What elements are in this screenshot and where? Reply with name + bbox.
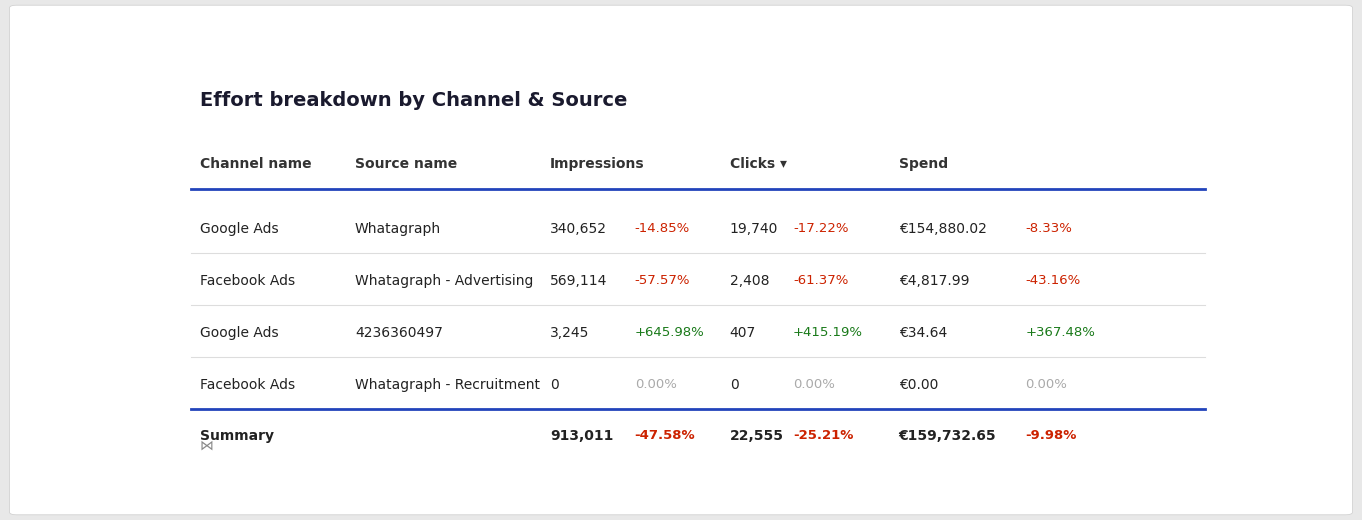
Text: 22,555: 22,555 <box>730 428 783 443</box>
Text: 0.00%: 0.00% <box>793 378 835 391</box>
Text: 569,114: 569,114 <box>550 274 607 288</box>
Text: -47.58%: -47.58% <box>635 429 696 442</box>
Text: 407: 407 <box>730 326 756 340</box>
Text: Source name: Source name <box>355 157 458 171</box>
Text: -8.33%: -8.33% <box>1026 222 1072 235</box>
Text: -17.22%: -17.22% <box>793 222 849 235</box>
Text: 0: 0 <box>550 378 558 392</box>
Text: -43.16%: -43.16% <box>1026 274 1080 287</box>
Text: 0.00%: 0.00% <box>635 378 677 391</box>
Text: -14.85%: -14.85% <box>635 222 691 235</box>
Text: Impressions: Impressions <box>550 157 644 171</box>
Text: 0: 0 <box>730 378 738 392</box>
Text: Google Ads: Google Ads <box>200 326 278 340</box>
Text: €0.00: €0.00 <box>899 378 938 392</box>
Text: Clicks ▾: Clicks ▾ <box>730 157 787 171</box>
Text: 19,740: 19,740 <box>730 222 778 236</box>
Text: 913,011: 913,011 <box>550 428 614 443</box>
Text: +367.48%: +367.48% <box>1026 326 1095 339</box>
Text: -61.37%: -61.37% <box>793 274 849 287</box>
Text: Whatagraph - Recruitment: Whatagraph - Recruitment <box>355 378 539 392</box>
Text: -25.21%: -25.21% <box>793 429 854 442</box>
Text: Facebook Ads: Facebook Ads <box>200 274 296 288</box>
Text: Channel name: Channel name <box>200 157 312 171</box>
Text: €4,817.99: €4,817.99 <box>899 274 970 288</box>
Text: +415.19%: +415.19% <box>793 326 864 339</box>
Text: ⋈: ⋈ <box>200 439 214 453</box>
Text: Whatagraph: Whatagraph <box>355 222 441 236</box>
Text: 2,408: 2,408 <box>730 274 770 288</box>
Text: Facebook Ads: Facebook Ads <box>200 378 296 392</box>
Text: 340,652: 340,652 <box>550 222 607 236</box>
Text: Google Ads: Google Ads <box>200 222 278 236</box>
Text: 0.00%: 0.00% <box>1026 378 1066 391</box>
Text: Whatagraph - Advertising: Whatagraph - Advertising <box>355 274 534 288</box>
Text: Summary: Summary <box>200 428 274 443</box>
Text: €159,732.65: €159,732.65 <box>899 428 996 443</box>
Text: €34.64: €34.64 <box>899 326 947 340</box>
Text: €154,880.02: €154,880.02 <box>899 222 986 236</box>
Text: Effort breakdown by Channel & Source: Effort breakdown by Channel & Source <box>200 92 627 110</box>
Text: -9.98%: -9.98% <box>1026 429 1076 442</box>
Text: Spend: Spend <box>899 157 948 171</box>
Text: 3,245: 3,245 <box>550 326 590 340</box>
Text: +645.98%: +645.98% <box>635 326 704 339</box>
Text: -57.57%: -57.57% <box>635 274 691 287</box>
Text: 4236360497: 4236360497 <box>355 326 443 340</box>
